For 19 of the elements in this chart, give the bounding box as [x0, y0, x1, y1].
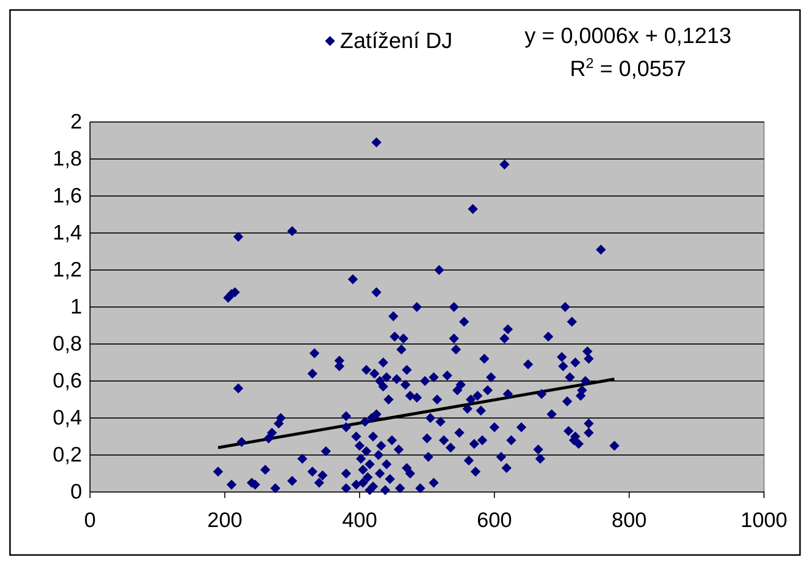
y-tick-label: 1,8 [52, 148, 82, 171]
y-tick-label: 0,2 [52, 444, 82, 467]
y-tick-label: 2 [70, 110, 82, 134]
text: y = 0,0006x + 0,1213 [524, 23, 732, 48]
y-tick-label: 0 [70, 480, 82, 504]
x-tick-label: 1000 [740, 508, 788, 532]
y-tick-label: 0,6 [52, 370, 82, 393]
y-tick-label: 1 [70, 296, 82, 319]
y-tick-label: 0,4 [52, 406, 82, 430]
legend-label: Zatížení DJ [340, 28, 452, 53]
x-tick-label: 400 [342, 508, 378, 532]
y-tick-label: 0,8 [52, 332, 82, 356]
y-tick-label: 1,4 [52, 222, 82, 245]
y-tick-label: 1,2 [52, 258, 82, 282]
text: R$^{2}$ = 0,0557 [570, 56, 686, 81]
x-tick-label: 200 [207, 508, 242, 532]
x-tick-label: 800 [612, 508, 647, 532]
x-tick-label: 600 [476, 508, 512, 532]
y-tick-label: 1,6 [52, 184, 82, 208]
